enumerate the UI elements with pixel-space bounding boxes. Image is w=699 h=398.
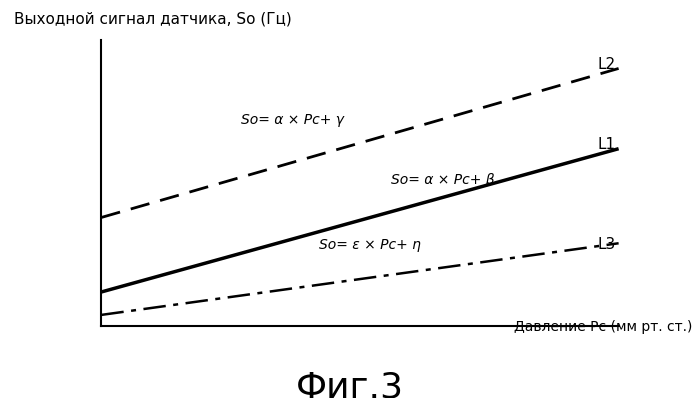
Text: L2: L2 xyxy=(598,57,616,72)
Text: So= α × Pc+ β: So= α × Pc+ β xyxy=(391,173,495,187)
Text: L1: L1 xyxy=(598,137,616,152)
Text: Выходной сигнал датчика, So (Гц): Выходной сигнал датчика, So (Гц) xyxy=(14,12,291,27)
Text: L3: L3 xyxy=(598,237,617,252)
Text: So= ε × Pc+ η: So= ε × Pc+ η xyxy=(319,238,421,252)
Text: So= α × Pc+ γ: So= α × Pc+ γ xyxy=(241,113,344,127)
Text: Фиг.3: Фиг.3 xyxy=(296,370,403,398)
Text: Давление Pc (мм рт. ст.): Давление Pc (мм рт. ст.) xyxy=(514,320,692,334)
